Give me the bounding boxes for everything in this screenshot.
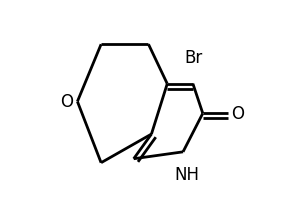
Text: NH: NH xyxy=(174,165,199,183)
Text: Br: Br xyxy=(185,49,203,67)
Text: O: O xyxy=(60,93,73,111)
Text: O: O xyxy=(231,105,244,123)
